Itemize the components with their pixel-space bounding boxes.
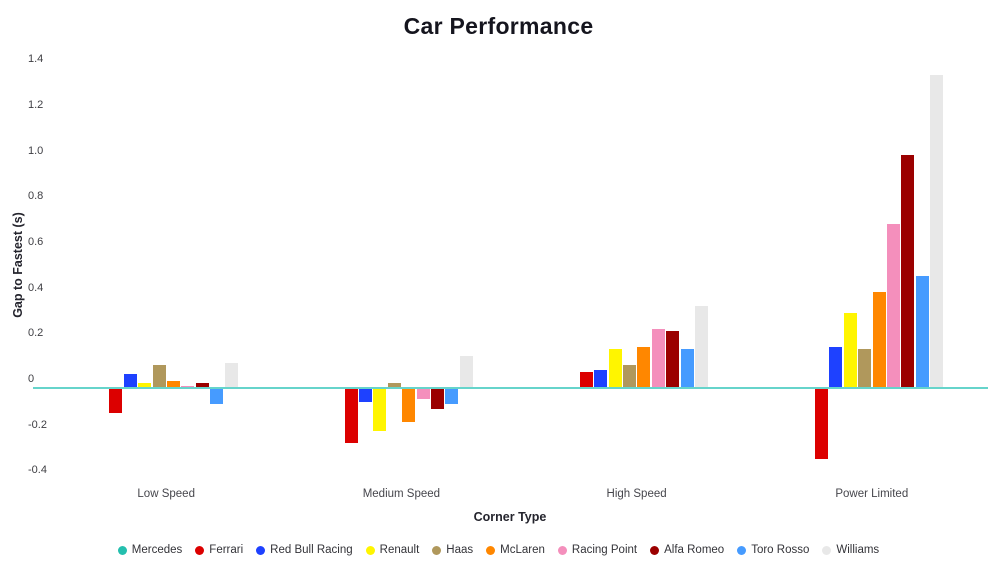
bar-ferrari-medium-speed bbox=[344, 388, 358, 443]
bar-ferrari-high-speed bbox=[579, 372, 593, 388]
bar-alfa-romeo-low-speed bbox=[195, 383, 209, 388]
bar-williams-high-speed bbox=[694, 305, 708, 388]
legend-dot-red-bull-racing bbox=[256, 545, 266, 555]
legend-item-alfa-romeo[interactable]: Alfa Romeo bbox=[650, 544, 724, 556]
legend-label: Haas bbox=[446, 544, 474, 556]
zero-baseline bbox=[33, 387, 988, 389]
bar-renault-medium-speed bbox=[373, 388, 387, 432]
legend-label: Mercedes bbox=[131, 544, 183, 556]
x-tick-label-high-speed: High Speed bbox=[606, 488, 667, 500]
legend-dot-mercedes bbox=[117, 545, 127, 555]
legend-item-red-bull-racing[interactable]: Red Bull Racing bbox=[256, 544, 353, 556]
legend-dot-alfa-romeo bbox=[650, 545, 660, 555]
bar-renault-power-limited bbox=[843, 312, 857, 388]
bar-racing-point-high-speed bbox=[651, 328, 665, 388]
bar-renault-low-speed bbox=[138, 383, 152, 388]
bar-mclaren-power-limited bbox=[872, 292, 886, 388]
y-tick-label: 0 bbox=[28, 373, 35, 385]
y-tick-label: 1.4 bbox=[28, 53, 44, 66]
bar-mclaren-medium-speed bbox=[402, 388, 416, 423]
legend-dot-ferrari bbox=[195, 545, 205, 555]
legend-label: Renault bbox=[379, 544, 420, 556]
legend-item-haas[interactable]: Haas bbox=[432, 544, 473, 556]
bar-red-bull-racing-medium-speed bbox=[358, 388, 372, 402]
x-tick-label-medium-speed: Medium Speed bbox=[362, 488, 441, 500]
bar-racing-point-low-speed bbox=[181, 385, 195, 388]
legend-label: Alfa Romeo bbox=[664, 544, 725, 556]
y-tick-label: 0.2 bbox=[28, 327, 44, 340]
y-tick-label: 0.6 bbox=[28, 236, 44, 249]
bar-toro-rosso-high-speed bbox=[680, 349, 694, 388]
legend-item-toro-rosso[interactable]: Toro Rosso bbox=[737, 544, 809, 556]
legend-dot-williams bbox=[822, 545, 832, 555]
legend-dot-renault bbox=[365, 545, 375, 555]
x-axis-title: Corner Type bbox=[473, 510, 547, 524]
y-tick-label: 0.8 bbox=[28, 190, 44, 203]
legend-label: McLaren bbox=[500, 544, 545, 556]
y-tick-label: 1.0 bbox=[28, 144, 44, 157]
legend-label: Toro Rosso bbox=[751, 544, 810, 556]
bar-haas-high-speed bbox=[622, 365, 636, 388]
y-tick-label: -0.4 bbox=[28, 464, 47, 477]
bar-renault-high-speed bbox=[608, 349, 622, 388]
bar-haas-medium-speed bbox=[387, 383, 401, 388]
legend-item-renault[interactable]: Renault bbox=[365, 544, 420, 556]
bar-williams-power-limited bbox=[930, 75, 944, 388]
legend: Mercedes Ferrari Red Bull Racing Renault Haa… bbox=[0, 544, 997, 556]
bar-red-bull-racing-low-speed bbox=[123, 374, 137, 388]
legend-item-williams[interactable]: Williams bbox=[822, 544, 879, 556]
legend-label: Williams bbox=[836, 544, 880, 556]
bar-ferrari-power-limited bbox=[814, 388, 828, 459]
legend-item-racing-point[interactable]: Racing Point bbox=[557, 544, 638, 556]
legend-dot-haas bbox=[432, 545, 442, 555]
bar-alfa-romeo-high-speed bbox=[666, 330, 680, 388]
bar-toro-rosso-low-speed bbox=[210, 388, 224, 404]
bar-mclaren-high-speed bbox=[637, 346, 651, 388]
legend-label: Red Bull Racing bbox=[270, 544, 353, 556]
legend-item-mclaren[interactable]: McLaren bbox=[486, 544, 545, 556]
bar-red-bull-racing-power-limited bbox=[829, 346, 843, 388]
bar-alfa-romeo-power-limited bbox=[901, 155, 915, 388]
bar-mclaren-low-speed bbox=[166, 381, 180, 388]
bar-williams-low-speed bbox=[224, 362, 238, 388]
legend-dot-toro-rosso bbox=[737, 545, 747, 555]
bar-haas-low-speed bbox=[152, 365, 166, 388]
bar-toro-rosso-medium-speed bbox=[445, 388, 459, 404]
bar-haas-power-limited bbox=[858, 349, 872, 388]
bar-alfa-romeo-medium-speed bbox=[430, 388, 444, 409]
bar-toro-rosso-power-limited bbox=[915, 276, 929, 388]
y-tick-label: -0.2 bbox=[28, 418, 47, 431]
bar-williams-medium-speed bbox=[459, 356, 473, 388]
bar-racing-point-medium-speed bbox=[416, 388, 430, 400]
bar-red-bull-racing-high-speed bbox=[594, 369, 608, 388]
x-tick-label-low-speed: Low Speed bbox=[137, 488, 195, 500]
chart-title: Car Performance bbox=[403, 13, 594, 39]
legend-label: Ferrari bbox=[209, 544, 244, 556]
y-tick-label: 1.2 bbox=[28, 99, 44, 112]
bar-ferrari-low-speed bbox=[109, 388, 123, 414]
y-axis-title: Gap to Fastest (s) bbox=[11, 212, 25, 318]
legend-item-mercedes[interactable]: Mercedes bbox=[117, 544, 183, 556]
y-tick-label: 0.4 bbox=[28, 281, 44, 294]
legend-dot-racing-point bbox=[557, 545, 567, 555]
bar-racing-point-power-limited bbox=[886, 223, 900, 388]
legend-label: Racing Point bbox=[571, 544, 638, 556]
legend-dot-mclaren bbox=[486, 545, 496, 555]
x-tick-label-power-limited: Power Limited bbox=[835, 488, 909, 500]
legend-item-ferrari[interactable]: Ferrari bbox=[195, 544, 243, 556]
